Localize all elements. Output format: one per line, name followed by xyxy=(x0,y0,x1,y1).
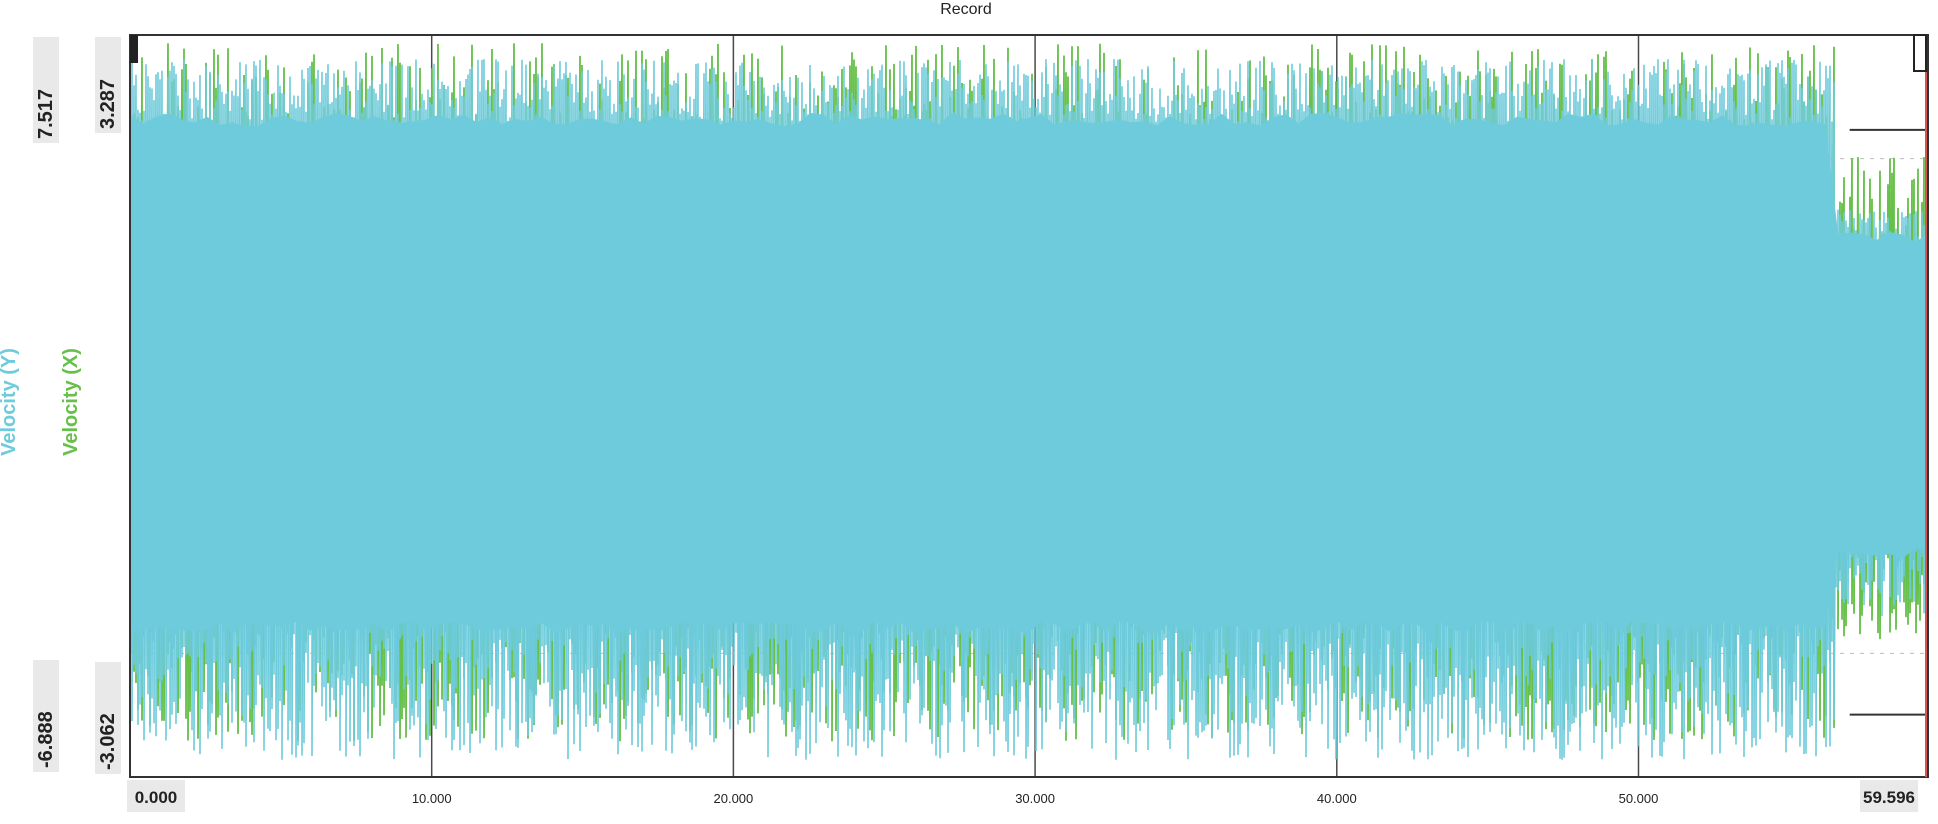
y-min-box xyxy=(95,662,121,774)
x-tick-label: 50.000 xyxy=(1619,791,1659,806)
y-max-box xyxy=(95,37,121,133)
x-tick-box xyxy=(127,780,185,812)
series-layer xyxy=(129,43,1929,760)
y-max-box xyxy=(33,37,59,143)
series-velocity-y-band xyxy=(130,113,1928,634)
y-min-label: -3.062 xyxy=(97,713,119,770)
y-axes: 7.517 -6.888 Velocity (Y) 3.287 -3.062 Veloci… xyxy=(0,37,121,774)
end-handle[interactable] xyxy=(1913,34,1927,72)
x-tick-label: 0.000 xyxy=(135,788,178,807)
x-tick-label: 20.000 xyxy=(714,791,754,806)
reference-lines xyxy=(1849,128,1928,716)
x-tick-label: 40.000 xyxy=(1317,791,1357,806)
y-max-label: 3.287 xyxy=(97,79,119,129)
x-tick-label: 10.000 xyxy=(412,791,452,806)
y-axis-title: Velocity (Y) xyxy=(0,348,20,456)
chart-title: Record xyxy=(940,1,992,18)
y-axis-title: Velocity (X) xyxy=(60,348,82,456)
x-axis: 0.000 10.000 20.000 30.000 40.000 50.000 59.59… xyxy=(127,780,1918,812)
plot-frame xyxy=(129,34,1929,778)
x-tick-label: 59.596 xyxy=(1863,788,1915,807)
y-min-box xyxy=(33,660,59,772)
x-tick-box xyxy=(1860,780,1918,812)
start-handle[interactable] xyxy=(130,35,138,63)
y-max-label: 7.517 xyxy=(35,89,57,139)
y-min-label: -6.888 xyxy=(35,711,57,768)
x-tick-label: 30.000 xyxy=(1015,791,1055,806)
